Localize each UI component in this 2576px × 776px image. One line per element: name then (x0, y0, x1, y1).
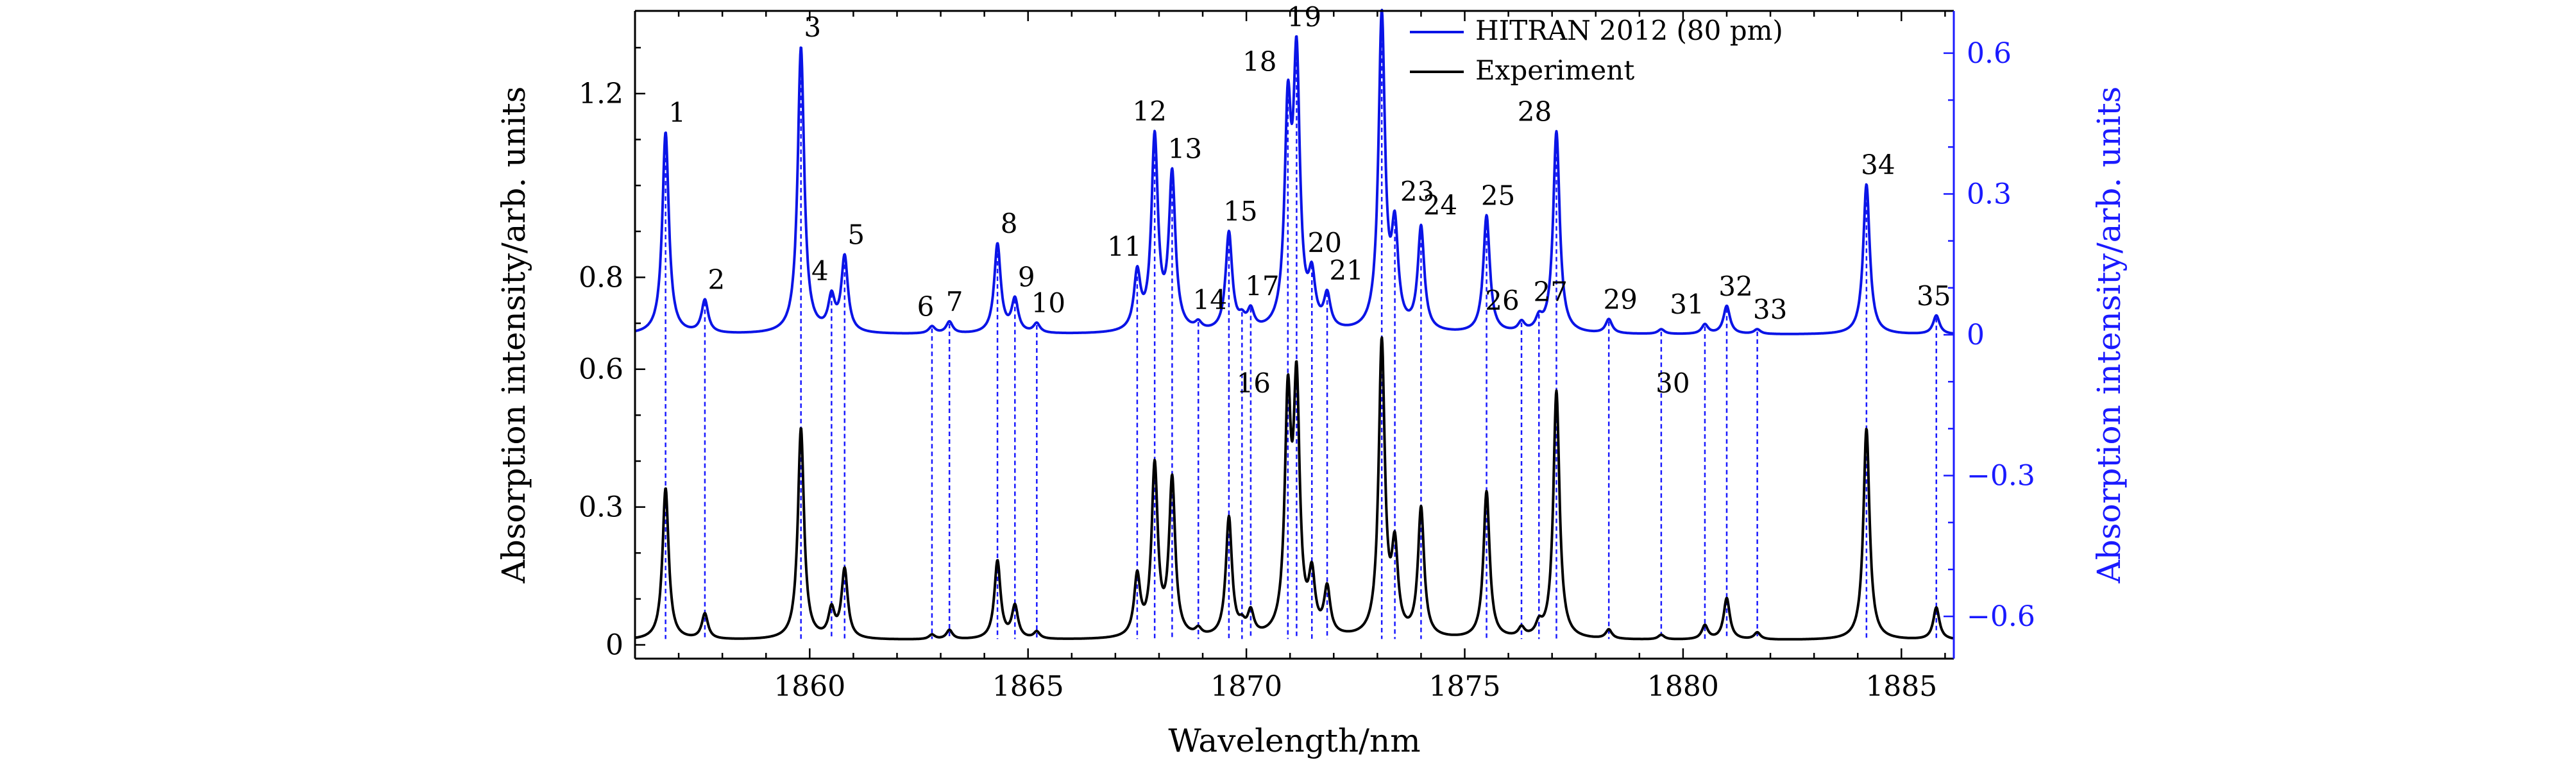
series-line-hitran (634, 8, 1955, 335)
peak-label-21: 21 (1329, 255, 1363, 286)
peak-label-5: 5 (847, 219, 865, 250)
left-tick-label: 0 (606, 629, 623, 662)
peak-label-13: 13 (1168, 133, 1202, 164)
right-y-axis-label: Absorption intensity/arb. units (2090, 87, 2128, 584)
x-tick-label: 1865 (992, 670, 1064, 703)
peak-label-28: 28 (1518, 96, 1552, 128)
ticks: 1860 1865 1870 1875 1880 188500.30.60.81.2−0.… (579, 11, 2035, 703)
peak-label-23: 23 (1400, 176, 1434, 207)
peak-label-16: 16 (1237, 367, 1271, 399)
peak-label-33: 33 (1753, 294, 1787, 325)
peak-guide-lines (665, 12, 1938, 639)
right-tick-label: −0.3 (1967, 460, 2035, 493)
peak-label-2: 2 (708, 264, 725, 296)
peak-label-30: 30 (1656, 367, 1690, 399)
x-axis-label: Wavelength/nm (1168, 722, 1420, 759)
peak-label-20: 20 (1308, 227, 1342, 258)
peak-label-11: 11 (1107, 231, 1141, 262)
x-tick-label: 1870 (1210, 670, 1282, 703)
peak-label-10: 10 (1031, 287, 1065, 319)
peak-label-27: 27 (1534, 276, 1568, 308)
peak-label-19: 19 (1287, 1, 1321, 33)
peak-label-32: 32 (1718, 271, 1752, 302)
series-line-experiment (634, 336, 1955, 641)
peak-label-7: 7 (946, 286, 963, 317)
peak-label-8: 8 (1001, 208, 1018, 239)
peak-label-12: 12 (1132, 96, 1166, 127)
left-tick-label: 0.8 (579, 261, 623, 294)
peak-label-31: 31 (1670, 289, 1704, 320)
peak-label-15: 15 (1223, 196, 1257, 227)
peak-label-24: 24 (1423, 190, 1457, 221)
left-tick-label: 0.6 (579, 353, 623, 386)
series-curves (634, 8, 1955, 641)
peak-label-26: 26 (1485, 285, 1519, 316)
right-tick-label: 0 (1967, 319, 1985, 351)
peak-label-3: 3 (804, 12, 821, 43)
peak-label-4: 4 (811, 255, 829, 287)
right-tick-label: 0.3 (1967, 178, 2012, 210)
legend-label-experiment: Experiment (1475, 55, 1634, 86)
peak-label-34: 34 (1861, 149, 1895, 180)
peak-labels: 1234567891011121314151617181920212223242… (668, 0, 1951, 399)
peak-label-25: 25 (1481, 180, 1515, 212)
x-tick-label: 1885 (1865, 670, 1937, 703)
peak-label-9: 9 (1018, 261, 1035, 292)
peak-label-14: 14 (1192, 284, 1226, 316)
left-tick-label: 0.3 (579, 491, 623, 524)
x-tick-label: 1875 (1429, 670, 1501, 703)
x-tick-label: 1880 (1647, 670, 1719, 703)
peak-label-18: 18 (1242, 46, 1276, 78)
peak-label-35: 35 (1917, 280, 1951, 312)
x-tick-label: 1860 (774, 670, 845, 703)
peak-label-29: 29 (1603, 283, 1637, 315)
peak-label-17: 17 (1245, 270, 1279, 301)
right-tick-label: −0.6 (1967, 600, 2035, 633)
legend-label-hitran: HITRAN 2012 (80 pm) (1475, 15, 1783, 46)
peak-label-6: 6 (917, 291, 935, 322)
peak-label-22: 22 (1339, 0, 1373, 6)
right-tick-label: 0.6 (1967, 37, 2012, 70)
left-tick-label: 1.2 (579, 78, 623, 110)
left-y-axis-label: Absorption intensity/arb. units (495, 87, 532, 584)
legend: HITRAN 2012 (80 pm) Experiment (1410, 15, 1783, 86)
peak-label-1: 1 (668, 97, 686, 128)
